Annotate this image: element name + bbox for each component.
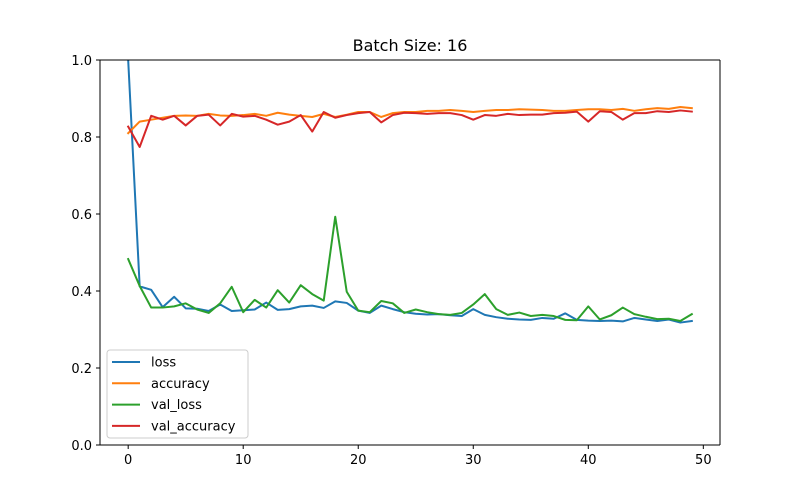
y-tick-label: 0.8 [71, 131, 92, 146]
tick-layer: 0 10 20 30 40 50 0.0 0.2 0.4 0.6 0.8 1.0 [71, 54, 711, 468]
y-tick-label: 0.6 [71, 208, 92, 223]
y-tick-label: 0.2 [71, 362, 92, 377]
x-tick-label: 0 [124, 453, 132, 468]
y-tick-label: 0.0 [71, 439, 92, 454]
legend-label-accuracy: accuracy [151, 377, 210, 392]
series-line-loss [127, 60, 693, 324]
y-tick-label: 0.4 [71, 285, 92, 300]
y-tick-label: 1.0 [71, 54, 92, 69]
x-tick-label: 10 [235, 453, 252, 468]
x-tick-label: 40 [580, 453, 597, 468]
legend-box [106, 349, 249, 439]
series-line-val-loss [126, 215, 694, 323]
legend: loss accuracy val_loss val_accuracy [106, 349, 249, 439]
legend-label-loss: loss [151, 356, 176, 371]
legend-label-val-accuracy: val_accuracy [151, 419, 236, 434]
x-tick-label: 30 [465, 453, 482, 468]
series-line-val-accuracy [126, 109, 693, 149]
axis-layer [99, 59, 721, 446]
x-tick-label: 50 [695, 453, 712, 468]
chart-title: Batch Size: 16 [353, 36, 468, 55]
series-layer [126, 60, 694, 324]
legend-label-val-loss: val_loss [151, 398, 202, 413]
x-tick-label: 20 [350, 453, 367, 468]
